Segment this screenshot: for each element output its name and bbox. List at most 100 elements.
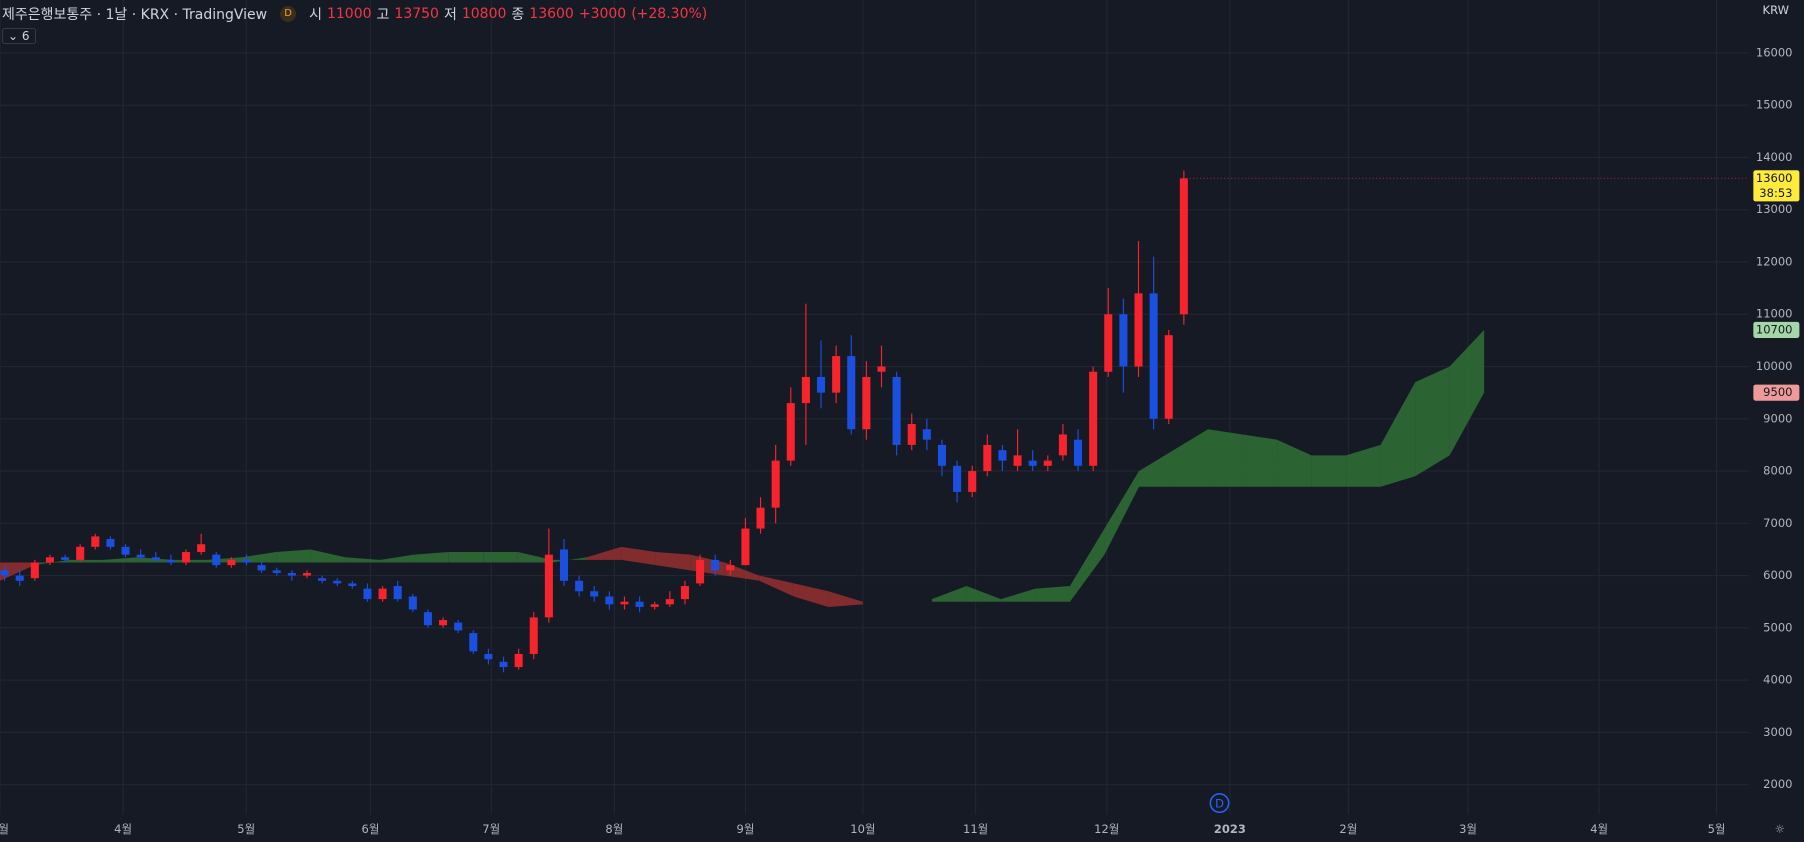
event-marker-circle [1209,793,1230,814]
cloud-segment [1069,528,1105,602]
ohlc-value: 11000 [326,6,372,22]
y-tick-label: 5000 [1763,620,1792,634]
candle-body [121,546,130,555]
candle-body [832,356,841,393]
cloud-segment [414,552,449,563]
x-tick-label: 2023 [1214,822,1246,836]
cloud-segment [1380,382,1416,487]
candle-body [454,622,463,631]
x-tick-label: 8월 [605,822,623,836]
cloud-segment [69,559,104,563]
interval-badge: D [280,6,297,22]
event-marker: D [1215,797,1224,811]
x-tick-label: 5월 [237,822,255,836]
y-tick-label: 9000 [1763,411,1792,425]
candle-body [1119,314,1128,367]
x-tick-label: 12월 [1094,822,1119,836]
cloud-segment [793,583,829,607]
candle-body [151,557,160,560]
y-tick-label: 15000 [1756,98,1793,112]
x-tick-label: 2월 [1339,822,1357,836]
candle-body [0,570,9,576]
cloud-segment [759,575,794,597]
candle-body [333,580,342,584]
candle-body [363,588,372,600]
cloud-segment [1346,444,1381,487]
candle-body [801,376,810,404]
candle-body [771,460,780,508]
candle-body [348,583,357,587]
candle-body [922,429,931,440]
candle-body [61,557,70,560]
candle-body [469,633,478,652]
candle-body [76,546,85,560]
candle-body [559,549,569,581]
candle-body [423,612,432,626]
settings-icon: ☼ [1775,822,1785,836]
candle-body [968,471,977,492]
indicator-count: 6 [21,29,30,43]
candle-body [726,565,735,571]
candle-body [302,572,312,576]
candle-body [1043,460,1052,466]
indicator-toggle[interactable]: ⌄ 6 [2,28,36,44]
ohlc-value: 13600 [529,6,574,22]
cloud-segment [34,559,70,566]
candle-body [136,554,145,558]
candle-body [257,565,266,571]
candle-body [499,661,508,668]
cloud-segment [1035,586,1070,602]
cloud-segment [1415,366,1450,477]
candle-body [272,570,281,573]
y-tick-label: 2000 [1763,777,1792,791]
price-badge-label: 10700 [1756,322,1793,336]
candle-body [1013,455,1022,466]
cloud-segment [1242,434,1278,487]
cloud-segment [1311,455,1347,487]
price-badge [1753,384,1800,401]
cloud-segment [828,591,863,607]
currency: KRW [1763,3,1789,17]
candle-body [862,376,871,430]
candle-body [439,620,448,626]
candle-body [907,424,916,445]
cloud-segment [621,546,656,566]
y-tick-label: 10000 [1756,359,1793,373]
candle-body [529,617,538,654]
candle-body [106,538,115,547]
x-tick-label: 7월 [482,822,500,836]
candle-body [287,572,296,576]
price-badge-label: 9500 [1763,385,1792,399]
candle-body [15,575,24,581]
candle-body [91,536,100,547]
candle-body [378,588,387,600]
x-tick-label: 11월 [963,822,988,836]
y-tick-label: 14000 [1756,150,1793,164]
y-tick-label: 16000 [1756,45,1793,59]
candle-body [605,596,614,605]
x-tick-label: 3월 [0,822,9,836]
cloud-segment [1449,329,1485,456]
candle-body [696,559,705,584]
candle-body [1164,335,1173,419]
candle-body [877,366,886,372]
x-tick-label: 9월 [737,822,755,836]
candle-body [786,403,795,461]
last-price-badge [1753,170,1800,202]
candle-body [1074,439,1083,466]
cloud-segment [345,557,380,563]
title: 제주은행보통주 · 1날 · KRX · TradingView [2,7,268,23]
cloud-segment [1000,588,1036,602]
y-tick-label: 11000 [1756,307,1793,321]
candle-body [1104,314,1113,372]
change: +3000 [578,6,627,22]
candle-body [937,444,946,466]
candle-body [650,604,659,607]
candle-body [711,559,720,571]
candle-body [680,586,689,600]
cloud-segment [103,557,139,563]
candle-body [30,562,39,579]
x-tick-label: 5월 [1708,822,1726,836]
